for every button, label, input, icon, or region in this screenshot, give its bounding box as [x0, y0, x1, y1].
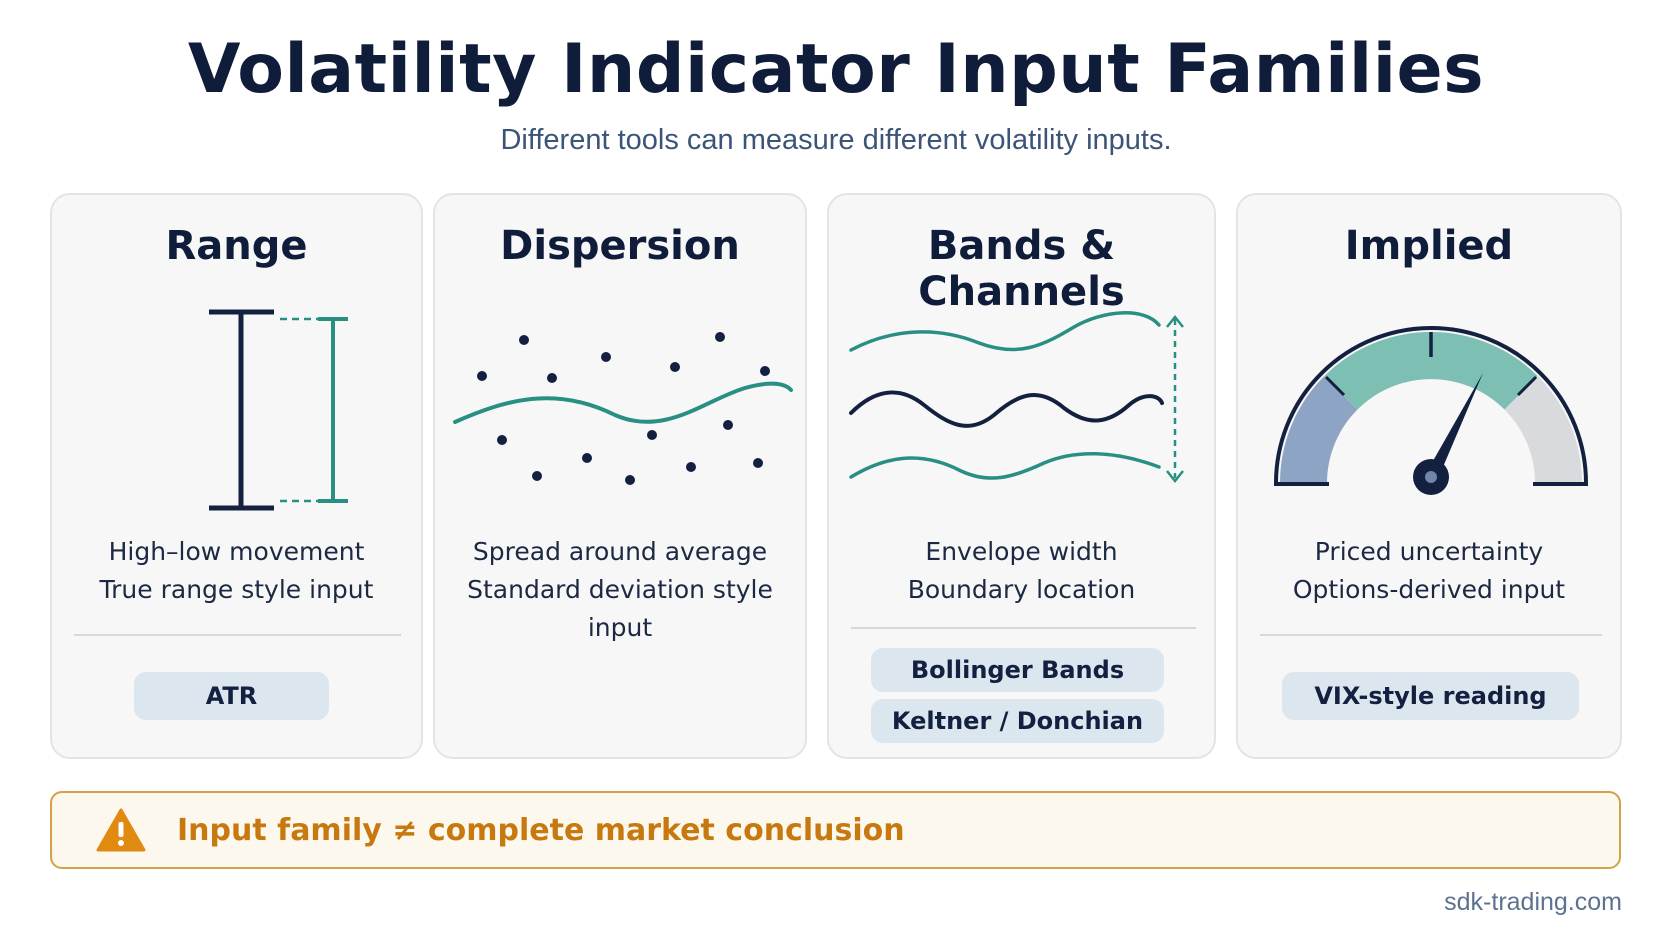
- desc-line: Boundary location: [907, 575, 1136, 604]
- desc-line: Priced uncertainty: [1314, 537, 1544, 566]
- card-range: Range High–low movement True range style…: [50, 193, 423, 759]
- range-bars-icon: [209, 309, 348, 511]
- card-title: Bands & Channels: [918, 223, 1125, 315]
- card-dispersion: Dispersion Spread around average Standar…: [433, 193, 807, 759]
- tag-keltner-donchian: Keltner / Donchian: [871, 699, 1164, 743]
- card-title: Implied: [1344, 223, 1514, 269]
- gauge-icon: [1274, 326, 1588, 495]
- card-description: Envelope width Boundary location: [829, 533, 1214, 609]
- warning-text: Input family ≠ complete market conclusio…: [177, 813, 905, 848]
- card-implied: Implied Priced uncertainty Options-deriv…: [1236, 193, 1622, 759]
- card-description: High–low movement True range style input: [52, 533, 421, 609]
- desc-line: True range style input: [99, 575, 374, 604]
- card-divider: [1260, 634, 1602, 636]
- desc-line: Options-derived input: [1292, 575, 1566, 604]
- desc-line: Envelope width: [925, 537, 1118, 566]
- desc-line: High–low movement: [108, 537, 365, 566]
- bands-channels-icon: [849, 311, 1184, 484]
- card-title: Range: [165, 223, 308, 269]
- warning-triangle-icon: [96, 808, 146, 852]
- page-title: Volatility Indicator Input Families: [187, 30, 1485, 109]
- footer-site[interactable]: sdk-trading.com: [1444, 888, 1622, 916]
- page-subtitle: Different tools can measure different vo…: [500, 124, 1172, 156]
- tag-vix-style-reading: VIX-style reading: [1282, 672, 1579, 720]
- card-divider: [851, 627, 1196, 629]
- scatter-dispersion-icon: [453, 332, 793, 485]
- card-description: Spread around average Standard deviation…: [435, 533, 805, 647]
- tag-atr: ATR: [134, 672, 329, 720]
- card-description: Priced uncertainty Options-derived input: [1238, 533, 1620, 609]
- tag-bollinger-bands: Bollinger Bands: [871, 648, 1164, 692]
- warning-banner: Input family ≠ complete market conclusio…: [50, 791, 1621, 869]
- desc-line: Standard deviation style input: [467, 575, 773, 642]
- card-bands-channels: Bands & Channels Envelope width Boundary…: [827, 193, 1216, 759]
- card-divider: [74, 634, 401, 636]
- desc-line: Spread around average: [472, 537, 768, 566]
- card-title: Dispersion: [500, 223, 740, 269]
